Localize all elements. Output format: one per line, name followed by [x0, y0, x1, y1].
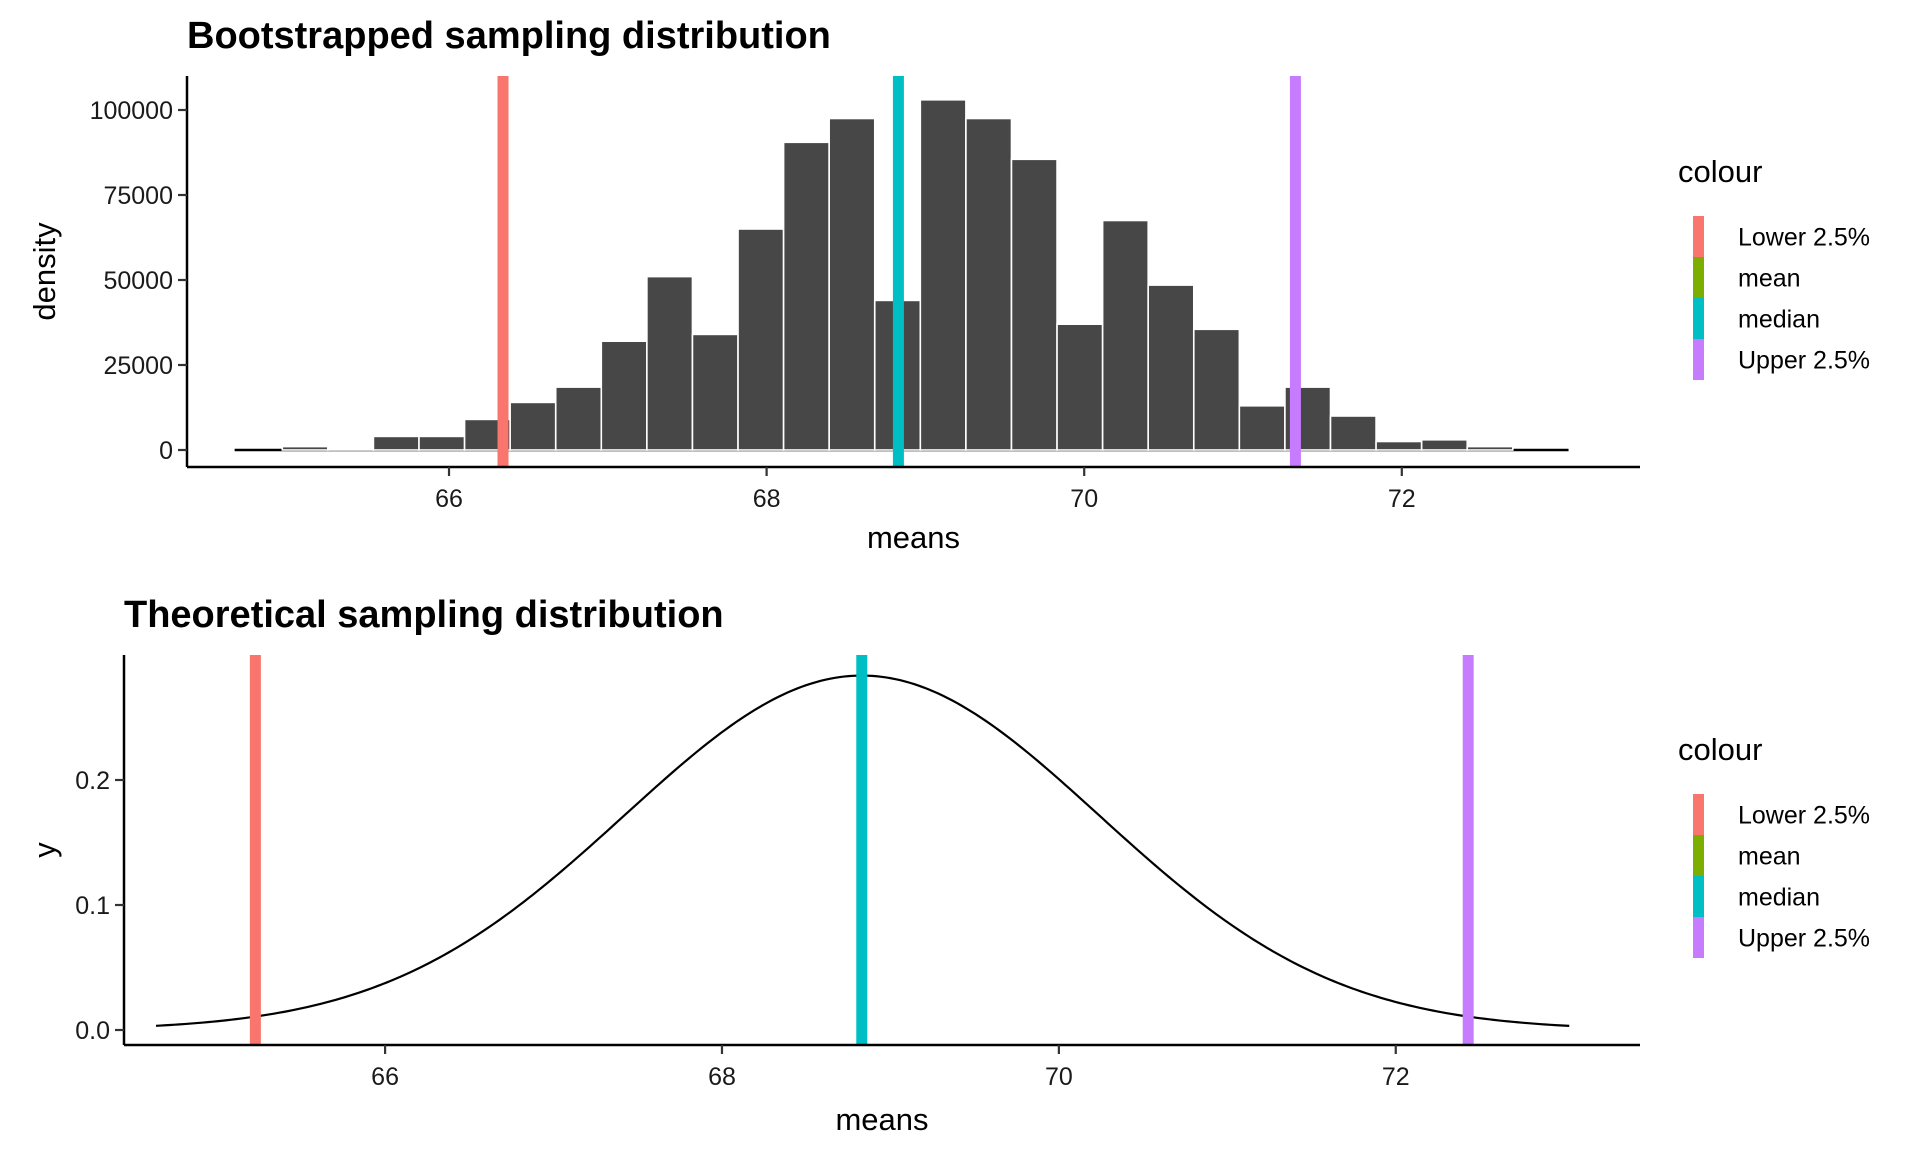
- y-tick-label: 75000: [103, 182, 173, 210]
- legend-key-mean: [1693, 257, 1704, 298]
- y-tick-label: 0.1: [75, 892, 110, 920]
- histogram-bar: [281, 445, 329, 451]
- axes: [185, 76, 1640, 469]
- legend-title: colour: [1678, 154, 1762, 189]
- histogram-bar: [372, 435, 420, 451]
- histogram-bar: [1329, 415, 1377, 451]
- legend-label-mean: mean: [1738, 843, 1801, 871]
- legend-key-lower-2-5: [1693, 794, 1704, 835]
- legend-label-median: median: [1738, 884, 1820, 912]
- y-tick-label: 25000: [103, 352, 173, 380]
- bootstrap-panel: Bootstrapped sampling distribution 66 68 7…: [27, 15, 1870, 555]
- chart-title: Theoretical sampling distribution: [124, 594, 724, 636]
- y-tick-label: 50000: [103, 267, 173, 295]
- legend-label-lower-2-5: Lower 2.5%: [1738, 224, 1870, 252]
- theoretical-panel: Theoretical sampling distribution 66 68 70…: [27, 594, 1870, 1137]
- y-tick-label: 0.0: [75, 1017, 110, 1045]
- histogram-bar: [600, 340, 648, 451]
- histogram-bar: [965, 117, 1013, 451]
- x-tick-label: 72: [1382, 1063, 1410, 1091]
- x-axis-title: means: [867, 520, 960, 555]
- legend-key-median: [1693, 298, 1704, 339]
- y-axis-title: density: [27, 222, 62, 321]
- histogram-bar: [1420, 438, 1469, 451]
- histogram-bar: [691, 333, 739, 451]
- legend-key-lower-2-5: [1693, 216, 1704, 257]
- histogram-bar: [509, 401, 557, 451]
- histogram-bar: [554, 386, 603, 451]
- x-axis-ticks: 66 68 70 72: [371, 1045, 1410, 1091]
- histogram-bar: [737, 228, 785, 451]
- histogram-bar: [646, 275, 694, 451]
- x-tick-label: 68: [753, 485, 781, 513]
- y-tick-label: 0.2: [75, 767, 110, 795]
- y-axis-title: y: [27, 842, 62, 858]
- x-tick-label: 66: [435, 485, 463, 513]
- legend-label-upper-2-5: Upper 2.5%: [1738, 925, 1870, 953]
- y-axis-ticks: 0.0 0.1 0.2: [75, 767, 124, 1045]
- legend-label-upper-2-5: Upper 2.5%: [1738, 347, 1870, 375]
- histogram-bar: [1192, 328, 1241, 451]
- legend-label-mean: mean: [1738, 265, 1801, 293]
- legend-key-upper-2-5: [1693, 339, 1704, 380]
- histogram-bar: [418, 435, 466, 451]
- x-tick-label: 66: [371, 1063, 399, 1091]
- legend-key-median: [1693, 876, 1704, 917]
- histogram-bar: [1010, 158, 1058, 451]
- legend-title: colour: [1678, 732, 1762, 767]
- y-tick-label: 0: [159, 437, 173, 465]
- axes: [122, 655, 1640, 1047]
- chart-title: Bootstrapped sampling distribution: [187, 15, 831, 57]
- legend-key-upper-2-5: [1693, 917, 1704, 958]
- histogram-bar: [1375, 440, 1423, 451]
- legend: colour Lower 2.5% mean median Upper 2.5%: [1678, 732, 1870, 958]
- histogram-bar: [1101, 219, 1150, 451]
- legend-label-median: median: [1738, 306, 1820, 334]
- x-tick-label: 68: [708, 1063, 736, 1091]
- y-axis-ticks: 0 25000 50000 75000 100000: [90, 97, 187, 465]
- x-axis-title: means: [835, 1102, 928, 1137]
- y-tick-label: 100000: [90, 97, 173, 125]
- histogram-bar: [828, 117, 876, 451]
- histogram-bar: [1238, 404, 1286, 451]
- x-tick-label: 72: [1388, 485, 1416, 513]
- x-axis-ticks: 66 68 70 72: [435, 467, 1416, 513]
- histogram-bar: [919, 99, 967, 451]
- legend-label-lower-2-5: Lower 2.5%: [1738, 802, 1870, 830]
- x-tick-label: 70: [1045, 1063, 1073, 1091]
- histogram-bar: [782, 141, 830, 451]
- histogram-bar: [1466, 445, 1514, 451]
- reference-lines: [249, 655, 1474, 1045]
- histogram-bar: [327, 448, 375, 451]
- reference-lines: [497, 76, 1301, 467]
- legend-key-mean: [1693, 835, 1704, 876]
- histogram-bar: [1056, 323, 1104, 451]
- histogram-bar: [1147, 284, 1195, 451]
- x-tick-label: 70: [1070, 485, 1098, 513]
- legend: colour Lower 2.5% mean median Upper 2.5%: [1678, 154, 1870, 380]
